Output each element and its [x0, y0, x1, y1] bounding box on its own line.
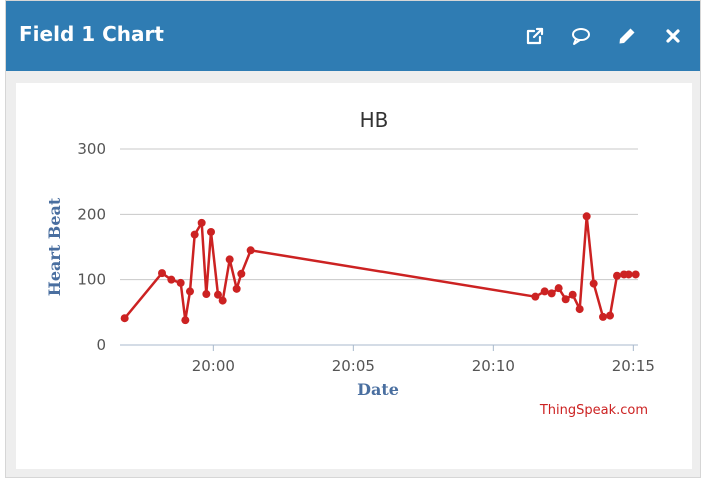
data-point [624, 270, 633, 279]
y-tick-label: 100 [77, 271, 106, 289]
data-point [181, 316, 190, 325]
data-point [214, 290, 222, 299]
data-point [606, 311, 614, 320]
data-point [531, 292, 540, 301]
data-point [561, 295, 570, 304]
data-point [613, 271, 621, 280]
x-tick-label: 20:10 [472, 357, 515, 375]
comment-button[interactable] [570, 25, 592, 47]
chart-title: HB [360, 108, 389, 132]
data-point [554, 284, 563, 293]
data-point [190, 230, 199, 239]
chart-window: Field 1 Chart [5, 0, 701, 478]
series-line [123, 215, 636, 322]
data-point [568, 290, 577, 299]
data-point [246, 246, 255, 255]
data-point [232, 284, 241, 293]
close-button[interactable] [662, 25, 684, 47]
data-point [207, 227, 215, 236]
external-link-button[interactable] [524, 25, 546, 47]
window-toolbar [524, 22, 684, 50]
data-point [225, 255, 234, 264]
y-axis-title: Heart Beat [45, 197, 64, 296]
thingspeak-credit[interactable]: ThingSpeak.com [539, 403, 648, 418]
heart-beat-chart: 0 100 200 300 20:00 20:05 20:10 20:15 HB Date Hear… [45, 108, 655, 399]
data-point [202, 290, 211, 299]
x-tick-label: 20:00 [192, 357, 235, 375]
data-point [186, 287, 194, 296]
data-point [197, 218, 206, 227]
close-icon [666, 29, 680, 43]
external-link-icon [526, 27, 544, 45]
data-point [167, 275, 176, 284]
chart-panel: 0 100 200 300 20:00 20:05 20:10 20:15 HB Date Hear… [16, 83, 692, 469]
data-point [176, 278, 185, 287]
data-point [589, 279, 598, 288]
window-title: Field 1 Chart [19, 22, 164, 46]
data-point [582, 212, 591, 221]
x-tick-label: 20:05 [332, 357, 375, 375]
y-tick-label: 200 [77, 205, 106, 223]
comment-icon [572, 28, 590, 45]
data-point [237, 269, 246, 278]
data-point [631, 270, 640, 279]
x-tick-label: 20:15 [612, 357, 655, 375]
data-point [218, 296, 227, 305]
x-axis-title: Date [357, 380, 399, 399]
pencil-icon [619, 28, 635, 44]
data-point [547, 289, 556, 298]
data-point [599, 312, 607, 321]
data-point [540, 287, 549, 296]
y-tick-label: 300 [77, 140, 106, 158]
data-point [120, 314, 129, 323]
data-point [575, 305, 584, 314]
data-point [158, 269, 166, 278]
edit-button[interactable] [616, 25, 638, 47]
window-header: Field 1 Chart [6, 1, 700, 71]
y-tick-label: 0 [96, 336, 106, 354]
